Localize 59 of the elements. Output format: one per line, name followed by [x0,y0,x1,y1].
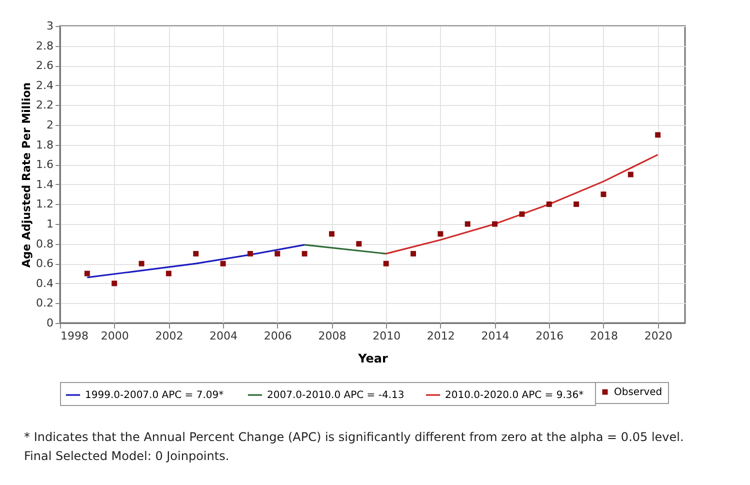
point [410,250,416,256]
legend-label: 2007.0-2010.0 APC = -4.13 [267,390,404,401]
point [220,260,226,266]
x-tick-label: 2010 [372,330,401,342]
point [628,172,634,178]
y-tick-label: 1.2 [36,198,54,211]
y-tick-label: 0.8 [36,237,54,250]
x-axis-title: Year [357,352,388,366]
text: Final Selected Model: 0 Joinpoints. [24,448,230,465]
y-tick-label: 2.4 [36,78,54,92]
point [574,201,580,207]
point [438,231,444,237]
y-tick-label: 1.8 [36,138,54,152]
y-tick-label: 0.6 [36,257,54,270]
x-tick-label: 2020 [644,330,672,342]
x-tick-label: 2006 [264,330,292,342]
y-tick-label: 2 [46,118,54,132]
point [383,260,389,266]
y-tick-label: 0.4 [36,276,54,290]
x-tick-label: 2012 [426,330,455,342]
x-tick-label: 2018 [590,330,618,342]
legend-label: 1999.0-2007.0 APC = 7.09* [85,390,224,401]
point [519,211,525,217]
x-tick-label: 2016 [536,330,564,342]
legend-label: Observed [614,387,662,398]
point [193,250,199,256]
y-tick-label: 1.6 [36,158,54,172]
y-axis-title: Age Adjusted Rate Per Million [20,82,34,268]
point [356,241,362,247]
x-tick-label: 2014 [481,330,510,342]
point [166,270,172,276]
point [274,250,280,256]
y-tick-label: 3 [46,20,54,32]
x-tick-label: 2008 [318,330,346,342]
point [546,201,552,207]
y-tick-label: 2.6 [36,59,54,72]
x-tick-label: 2000 [100,330,129,342]
legend-label: 2010.0-2020.0 APC = 9.36* [445,390,584,401]
point [329,231,334,237]
point [655,132,661,138]
y-tick-label: 1 [46,218,54,230]
y-tick-label: 1.4 [36,178,54,191]
point [84,270,90,276]
point [302,250,308,256]
y-tick-label: 2.8 [36,39,54,52]
point [492,221,498,227]
y-tick-label: 0 [46,316,54,330]
x-tick-label: 2004 [210,330,238,342]
point [464,221,470,227]
point [112,280,118,286]
text: * Indicates that the Annual Percent Change (APC) is significantly different from zero at the alpha = 0.05 level. [24,429,684,446]
y-tick-label: 2.2 [36,98,54,112]
point [247,250,253,256]
x-tick-label: 1998 [60,330,88,342]
x-tick-label: 2002 [155,330,184,342]
y-tick-label: 0.2 [36,296,54,310]
line-series [385,154,659,254]
point [600,192,606,198]
point [138,260,144,266]
